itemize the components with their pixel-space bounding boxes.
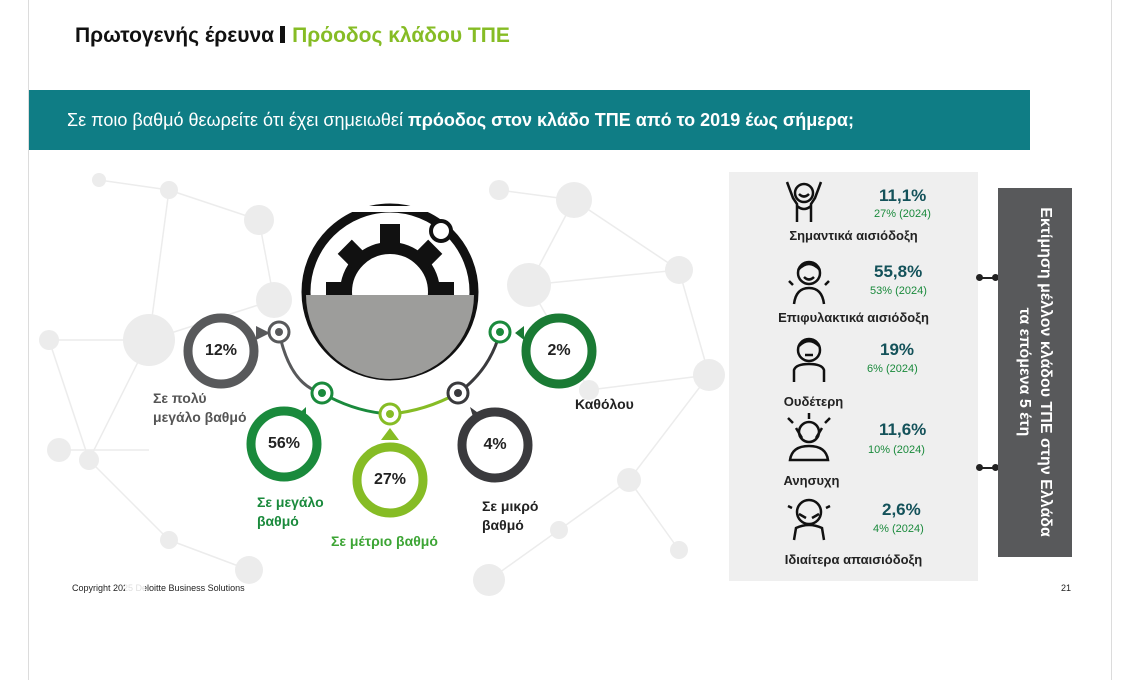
outlook-value: 19% — [880, 340, 915, 359]
node-high — [310, 381, 334, 405]
cheering-person-icon — [785, 181, 823, 222]
outlook-prev: 4% (2024) — [873, 523, 924, 535]
footer-mask — [125, 580, 145, 596]
title-separator — [280, 26, 286, 43]
outlook-prev: 27% (2024) — [874, 208, 931, 220]
outlook-label: Σημαντικά αισιόδοξη — [789, 228, 918, 243]
question-bold: πρόοδος στον κλάδο ΤΠΕ από το 2019 έως σ… — [407, 110, 854, 130]
outlook-prev: 10% (2024) — [868, 444, 925, 456]
outlook-value: 11,1% — [879, 186, 927, 205]
connector-dot — [976, 464, 983, 471]
label-medium: Σε μέτριο βαθμό — [331, 533, 438, 549]
outlook-prev: 6% (2024) — [867, 363, 918, 375]
connector-dot — [992, 274, 999, 281]
pct-low: 4% — [483, 436, 507, 453]
network-background — [39, 173, 725, 596]
label-low-l1: Σε μικρό — [482, 498, 539, 514]
outlook-row: 11,1% 27% (2024) Σημαντικά αισιόδοξη — [729, 172, 978, 252]
page-edge-left — [28, 0, 29, 680]
page-number: 21 — [1061, 583, 1072, 593]
outlook-row: 2,6% 4% (2024) Ιδιαίτερα απαισιόδοξη — [729, 492, 978, 572]
ring-medium — [352, 428, 428, 518]
label-very-high-l2: μεγάλο βαθμό — [153, 409, 247, 425]
pct-very-high: 12% — [204, 342, 238, 359]
outlook-value: 55,8% — [874, 262, 923, 281]
progress-diagram — [183, 203, 597, 518]
side-title-text: Εκτίμηση μέλλον κλάδου ΤΠΕ στην Ελλάδα τ… — [1016, 207, 1054, 537]
ring-high — [246, 406, 322, 482]
question-text: Σε ποιο βαθμό θεωρείτε ότι έχει σημειωθε… — [67, 110, 854, 131]
label-very-high-l1: Σε πολύ — [153, 390, 207, 406]
connector-dot — [992, 464, 999, 471]
outlook-value: 2,6% — [882, 500, 921, 519]
outlook-panel: 11,1% 27% (2024) Σημαντικά αισιόδοξη 55,… — [729, 172, 978, 581]
side-title-tab: Εκτίμηση μέλλον κλάδου ΤΠΕ στην Ελλάδα τ… — [998, 188, 1072, 557]
crying-person-icon — [787, 498, 831, 541]
outlook-prev: 53% (2024) — [870, 285, 927, 297]
pct-none: 2% — [547, 342, 571, 359]
label-high-l1: Σε μεγάλο — [257, 494, 324, 510]
ring-very-high — [183, 313, 270, 389]
ring-low — [457, 407, 533, 483]
label-very-high: Σε πολύ μεγάλο βαθμό — [153, 389, 247, 427]
pct-medium: 27% — [373, 471, 407, 488]
label-low-l2: βαθμό — [482, 517, 524, 533]
page-title: Πρωτογενής έρευνα Πρόοδος κλάδου ΤΠΕ — [75, 24, 510, 48]
outlook-label: Ανησυχη — [783, 473, 840, 488]
pct-high: 56% — [267, 435, 301, 452]
node-low — [446, 381, 470, 405]
node-none — [488, 320, 512, 344]
gear-base — [306, 295, 474, 379]
footer-copyright: Copyright 2025 Deloitte Business Solutio… — [72, 583, 245, 593]
outlook-label: Ιδιαίτερα απαισιόδοξη — [784, 552, 923, 567]
connector-line — [980, 277, 996, 279]
title-main: Πρωτογενής έρευνα — [75, 24, 275, 47]
outlook-label: Επιφυλακτικά αισιόδοξη — [778, 310, 929, 325]
connector-dot — [976, 274, 983, 281]
outlook-row: 11,6% 10% (2024) Ανησυχη — [729, 412, 978, 492]
label-none: Καθόλου — [575, 396, 634, 412]
neutral-person-icon — [792, 337, 826, 382]
outlook-row: 19% 6% (2024) Ουδέτερη — [729, 334, 978, 414]
node-medium — [378, 402, 402, 426]
title-subtitle: Πρόοδος κλάδου ΤΠΕ — [292, 24, 510, 47]
question-start: Σε ποιο βαθμό θεωρείτε ότι έχει σημειωθε… — [67, 110, 408, 130]
question-banner: Σε ποιο βαθμό θεωρείτε ότι έχει σημειωθε… — [29, 90, 1030, 150]
connector-line — [980, 467, 996, 469]
label-low: Σε μικρό βαθμό — [482, 497, 538, 535]
smiling-person-icon — [788, 260, 830, 305]
node-very-high — [267, 320, 291, 344]
outlook-row: 55,8% 53% (2024) Επιφυλακτικά αισιόδοξη — [729, 254, 978, 334]
label-high-l2: βαθμό — [257, 513, 299, 529]
ring-none — [515, 313, 597, 389]
worried-person-icon — [787, 413, 831, 462]
page-edge-right — [1111, 0, 1112, 680]
outlook-value: 11,6% — [879, 420, 927, 439]
label-high: Σε μεγάλο βαθμό — [257, 493, 324, 531]
outlook-label: Ουδέτερη — [783, 394, 844, 409]
